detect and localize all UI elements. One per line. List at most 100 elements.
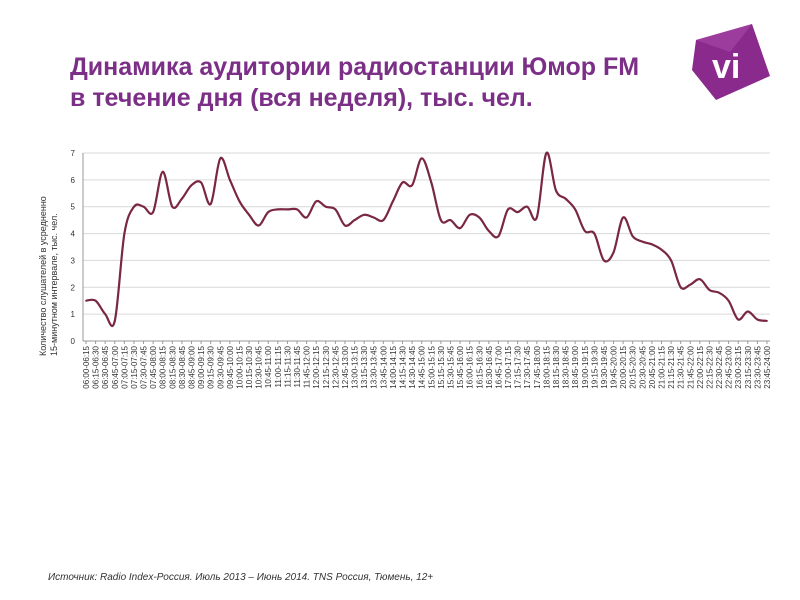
x-axis-ticks: 06:00-06:15 06:15-06:30 06:30-06:45 06:45-0… (82, 341, 772, 389)
vi-logo: vi (692, 24, 770, 100)
x-tick-label: 19:00-19:15 (581, 345, 590, 388)
x-tick-label: 17:00-17:15 (504, 345, 513, 388)
data-point (756, 318, 759, 321)
x-tick-label: 22:30-22:45 (715, 345, 724, 388)
data-point (459, 227, 461, 230)
data-point (363, 213, 366, 216)
y-tick-label: 5 (71, 203, 76, 212)
data-point (564, 197, 567, 200)
x-tick-label: 23:15-23:30 (744, 345, 753, 388)
data-point (315, 200, 318, 203)
x-tick-label: 23:45-24:00 (763, 345, 772, 388)
x-tick-label: 15:00-15:15 (427, 345, 436, 388)
x-tick-label: 13:00-13:15 (351, 345, 360, 388)
y-tick-label: 7 (71, 149, 76, 158)
data-point (267, 211, 270, 213)
x-tick-label: 16:45-17:00 (494, 345, 503, 388)
x-tick-label: 20:45-21:00 (648, 345, 657, 388)
x-tick-label: 20:15-20:30 (629, 345, 638, 388)
grid-lines (83, 152, 770, 342)
data-point (161, 170, 164, 173)
data-point (113, 319, 116, 322)
data-point (123, 232, 126, 235)
data-point (209, 203, 212, 205)
x-tick-label: 22:15-22:30 (705, 345, 714, 388)
x-tick-label: 09:45-10:00 (226, 345, 235, 388)
source-note: Источник: Radio Index-Россия. Июль 2013 … (48, 572, 434, 583)
x-tick-label: 12:15-12:30 (322, 345, 331, 388)
logo-shade (696, 24, 752, 52)
x-tick-label: 11:00-11:15 (274, 345, 283, 387)
x-tick-label: 13:15-13:30 (360, 345, 369, 388)
x-tick-label: 13:45-14:00 (379, 345, 388, 388)
data-point (171, 205, 174, 208)
x-tick-label: 10:30-10:45 (255, 345, 264, 388)
x-tick-label: 19:30-19:45 (600, 345, 609, 388)
x-tick-label: 08:15-08:30 (168, 345, 177, 388)
data-point (593, 232, 596, 235)
x-tick-label: 17:45-18:00 (533, 345, 542, 388)
data-point (449, 219, 452, 222)
data-point (727, 299, 730, 302)
data-point (555, 189, 557, 192)
x-tick-label: 06:45-07:00 (111, 345, 120, 388)
data-point (612, 251, 615, 254)
y-tick-label: 1 (71, 310, 76, 319)
data-point (660, 248, 663, 251)
x-tick-label: 17:15-17:30 (514, 345, 523, 388)
data-point (641, 240, 644, 243)
x-tick-label: 14:45-15:00 (418, 345, 427, 388)
x-tick-label: 10:00-10:15 (235, 345, 244, 388)
data-point (622, 216, 625, 219)
x-tick-label: 18:15-18:30 (552, 345, 561, 388)
x-tick-label: 11:30-11:45 (293, 345, 302, 387)
x-tick-label: 14:00-14:15 (389, 345, 398, 388)
x-tick-label: 16:15-16:30 (475, 345, 484, 388)
data-point (737, 318, 740, 321)
data-point (468, 213, 471, 216)
data-point (85, 299, 87, 302)
x-tick-label: 07:45-08:00 (149, 345, 158, 388)
x-tick-label: 18:30-18:45 (562, 345, 571, 388)
data-point (766, 319, 768, 322)
x-tick-label: 22:45-23:00 (725, 345, 734, 388)
x-tick-label: 16:00-16:15 (466, 345, 475, 388)
data-point (372, 216, 375, 219)
data-point (631, 235, 634, 238)
x-tick-label: 11:45-12:00 (303, 345, 312, 388)
data-point (104, 313, 107, 316)
x-tick-label: 09:30-09:45 (216, 345, 225, 388)
x-tick-label: 09:00-09:15 (197, 345, 206, 388)
data-point (94, 299, 97, 302)
data-point (478, 216, 481, 219)
data-point (276, 208, 279, 211)
data-point (603, 259, 605, 262)
data-point (420, 157, 423, 160)
x-tick-label: 07:00-07:15 (120, 345, 129, 388)
y-tick-label: 3 (71, 256, 76, 265)
y-tick-label: 0 (71, 337, 76, 346)
data-point (200, 181, 202, 184)
data-point (296, 208, 298, 211)
data-point (439, 219, 442, 222)
y-axis-label-line2: 15-минутном интервале, тыс. чел. (49, 213, 59, 356)
x-tick-label: 06:15-06:30 (92, 345, 101, 388)
data-point (487, 229, 490, 232)
data-point (190, 184, 193, 187)
x-tick-label: 08:00-08:15 (159, 345, 168, 388)
x-tick-label: 07:30-07:45 (140, 345, 149, 388)
x-tick-label: 12:30-12:45 (331, 345, 340, 388)
x-tick-label: 19:15-19:30 (590, 345, 599, 388)
data-point (133, 205, 135, 208)
data-point (718, 291, 720, 294)
data-point (651, 243, 653, 246)
x-tick-label: 19:45-20:00 (610, 345, 619, 388)
x-tick-label: 17:30-17:45 (523, 345, 532, 388)
x-tick-label: 23:00-23:15 (734, 345, 743, 388)
x-tick-label: 18:45-19:00 (571, 345, 580, 388)
y-tick-label: 4 (71, 230, 76, 239)
x-tick-label: 15:15-15:30 (437, 345, 446, 388)
x-tick-label: 07:15-07:30 (130, 345, 139, 388)
x-tick-label: 12:00-12:15 (312, 345, 321, 388)
